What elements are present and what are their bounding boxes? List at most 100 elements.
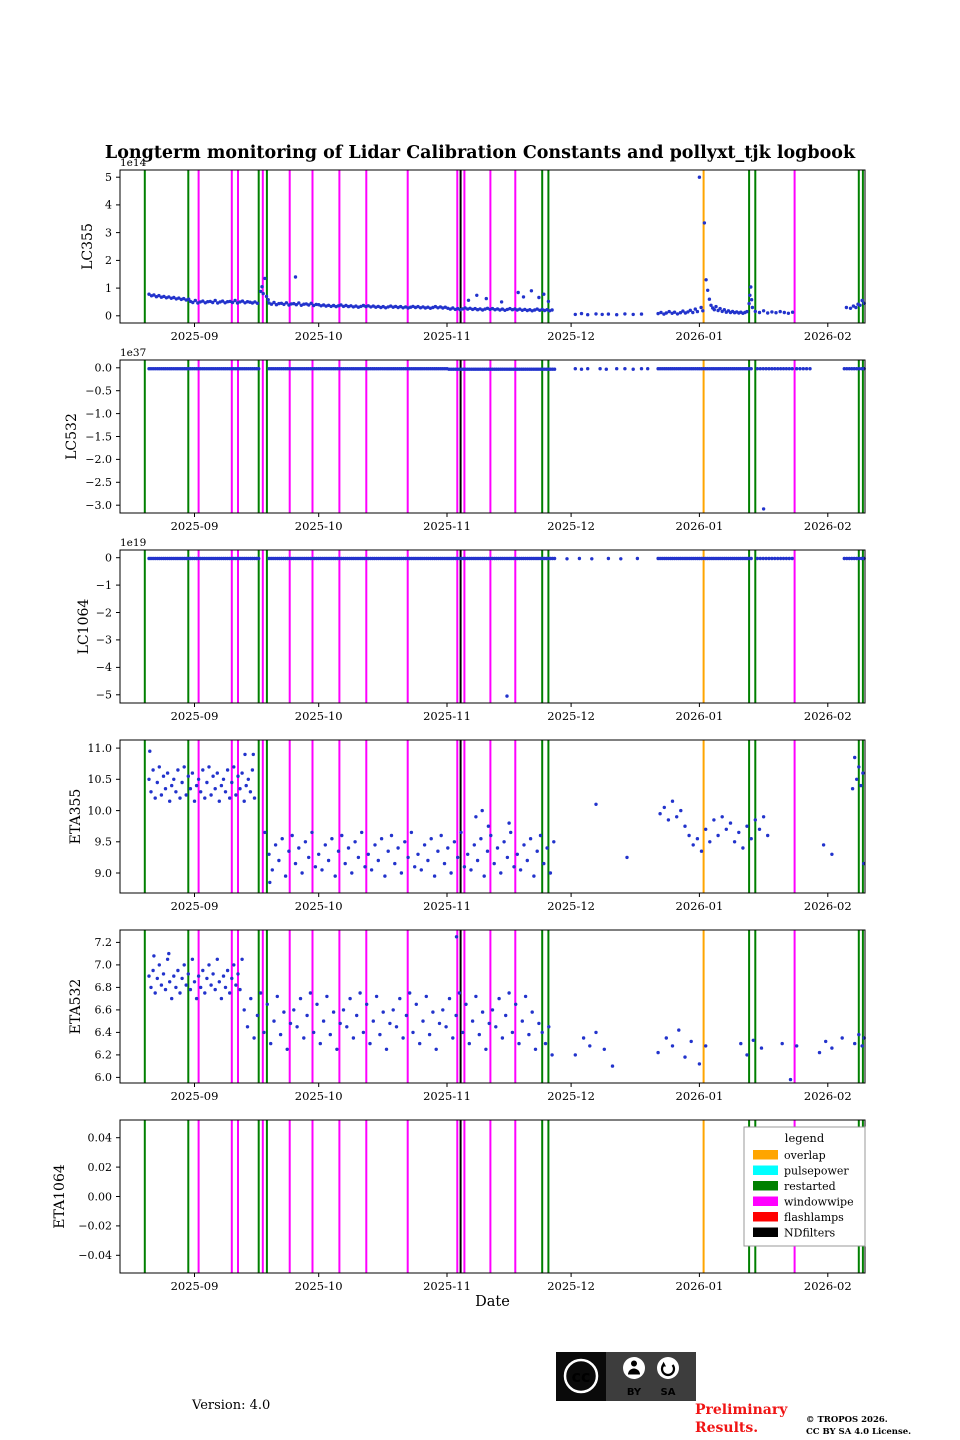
panel-LC532: 0.0 −0.5 −1.0 −1.5 −2.0 −2.5 −3.0 2025-09 2025-1… — [64, 347, 866, 533]
panel-LC355: 0 1 2 3 4 5 2025-09 2025-10 2025-11 2025-12 2026-0… — [80, 157, 866, 343]
data-point — [394, 1025, 399, 1029]
data-point — [847, 367, 851, 371]
y-tick-label: 1 — [105, 282, 112, 295]
x-tick-label: 2025-09 — [171, 709, 219, 723]
data-point — [697, 1062, 702, 1066]
x-tick-label: 2026-02 — [804, 329, 852, 343]
data-point — [317, 852, 321, 856]
data-point — [732, 840, 737, 844]
data-point — [737, 830, 741, 835]
data-point — [193, 298, 197, 303]
data-point — [480, 808, 484, 813]
x-tick-label: 2026-02 — [804, 1089, 852, 1103]
data-point — [461, 1030, 465, 1035]
data-point — [502, 840, 506, 844]
data-point — [515, 852, 519, 856]
data-point — [758, 367, 762, 371]
y-tick-label: 6.8 — [95, 981, 113, 994]
data-point — [520, 1019, 524, 1023]
data-point — [206, 300, 210, 304]
data-point — [798, 367, 802, 371]
data-point — [211, 972, 215, 976]
data-point — [667, 309, 671, 314]
data-point — [761, 815, 766, 819]
data-point — [320, 868, 324, 872]
data-point — [745, 309, 749, 314]
data-point — [479, 837, 483, 841]
data-point — [475, 293, 479, 297]
data-point — [530, 1010, 534, 1014]
data-point — [712, 818, 716, 822]
data-point — [860, 298, 864, 303]
y-tick-label: 3 — [105, 226, 112, 239]
data-point — [683, 1055, 687, 1059]
data-point — [273, 843, 278, 847]
y-tick-label: 6.2 — [95, 1049, 113, 1062]
data-point — [168, 799, 172, 803]
legend-label: flashlamps — [784, 1211, 844, 1224]
data-point — [594, 1030, 598, 1035]
data-point — [801, 367, 805, 371]
data-point — [294, 303, 298, 307]
data-point — [860, 556, 864, 561]
data-point — [383, 874, 387, 878]
data-point — [851, 304, 856, 308]
y-tick-label: −2.0 — [85, 453, 112, 466]
data-point — [192, 980, 197, 984]
data-point — [484, 1047, 488, 1052]
data-point — [186, 972, 190, 976]
data-point — [268, 880, 272, 885]
x-tick-label: 2025-09 — [171, 1089, 219, 1103]
x-tick-label: 2025-12 — [547, 1089, 595, 1103]
data-point — [326, 858, 331, 863]
data-point — [586, 367, 590, 371]
data-point — [290, 833, 294, 838]
data-point — [147, 777, 151, 781]
data-point — [251, 752, 255, 757]
data-point — [512, 865, 516, 869]
data-point — [790, 367, 794, 371]
data-point — [686, 310, 690, 314]
sa-label: SA — [661, 1387, 676, 1398]
data-point — [272, 300, 276, 305]
data-point — [330, 837, 334, 841]
data-point — [623, 312, 627, 316]
data-point — [757, 310, 762, 315]
data-point — [315, 1002, 319, 1006]
data-point — [283, 874, 288, 878]
data-point — [675, 312, 680, 316]
data-point — [155, 780, 159, 785]
data-point — [355, 1013, 359, 1018]
data-point — [451, 1036, 455, 1040]
data-point — [336, 849, 341, 853]
data-point — [639, 367, 644, 371]
data-point — [537, 1021, 541, 1026]
data-point — [219, 783, 224, 788]
copyright-line-2: CC BY SA 4.0 License. — [806, 1427, 912, 1438]
data-point — [378, 1032, 382, 1037]
data-point — [421, 1019, 425, 1023]
data-point — [452, 840, 457, 844]
data-point — [850, 787, 855, 791]
data-point — [631, 367, 635, 371]
data-point — [167, 951, 171, 956]
figure-title: Longterm monitoring of Lidar Calibration… — [104, 143, 856, 163]
legend-label: pulsepower — [784, 1164, 849, 1177]
data-point — [753, 309, 757, 314]
data-point — [855, 777, 859, 781]
data-point — [365, 1002, 369, 1006]
data-point — [240, 771, 244, 775]
y-tick-label: 6.0 — [95, 1071, 113, 1084]
data-point — [500, 1036, 505, 1040]
data-point — [161, 972, 166, 976]
data-point — [413, 865, 417, 869]
data-point — [456, 855, 460, 860]
cc-license-badge[interactable]: cc BY SA — [556, 1352, 696, 1401]
data-point — [606, 556, 611, 561]
data-point — [297, 301, 301, 305]
data-point — [213, 987, 217, 992]
data-point — [528, 837, 533, 841]
data-point — [302, 302, 306, 306]
by-person-body — [628, 1368, 640, 1375]
data-point — [361, 1030, 366, 1035]
